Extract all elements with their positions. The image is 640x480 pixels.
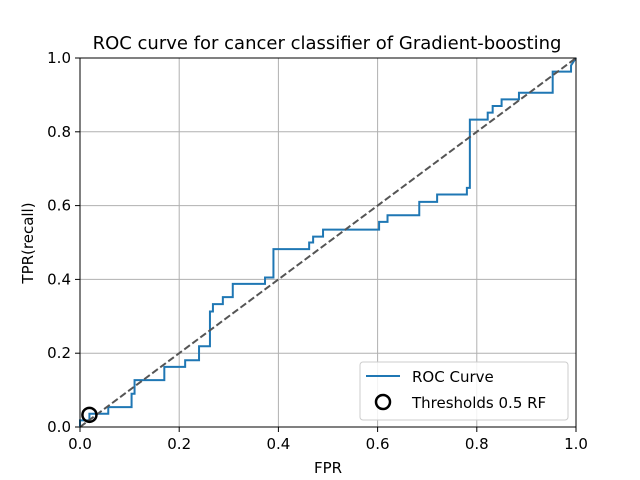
y-tick-label: 0.6 [47, 197, 71, 215]
x-tick-label: 0.8 [465, 435, 489, 453]
x-tick-label: 0.4 [266, 435, 290, 453]
threshold-marker [81, 406, 98, 424]
x-tick-label: 0.0 [68, 435, 92, 453]
x-tick-label: 1.0 [564, 435, 588, 453]
y-tick-label: 1.0 [47, 49, 71, 67]
x-axis-label: FPR [314, 459, 342, 477]
plot-frame [79, 57, 577, 428]
legend-threshold-label: Thresholds 0.5 RF [411, 394, 546, 412]
roc-curve-line [79, 57, 577, 427]
series-layer [79, 57, 577, 428]
chart-title: ROC curve for cancer classifier of Gradi… [93, 33, 562, 54]
diagonal-reference-line [79, 57, 577, 428]
legend: ROC Curve Thresholds 0.5 RF [359, 361, 569, 421]
y-tick-label: 0.4 [47, 270, 71, 288]
legend-box [359, 361, 569, 421]
x-tick-label: 0.6 [366, 435, 390, 453]
y-tick-label: 0.0 [47, 418, 71, 436]
y-tick-label: 0.2 [47, 344, 71, 362]
legend-roc-label: ROC Curve [412, 368, 494, 386]
y-axis-label: TPR(recall) [19, 202, 37, 284]
legend-threshold-marker [374, 393, 392, 411]
x-tick-label: 0.2 [167, 435, 191, 453]
ticks: 0.0 0.2 0.4 0.6 0.8 1.0 0.0 0.2 0.4 0.6 0.8 1.0 [47, 49, 588, 453]
y-tick-label: 0.8 [47, 123, 71, 141]
